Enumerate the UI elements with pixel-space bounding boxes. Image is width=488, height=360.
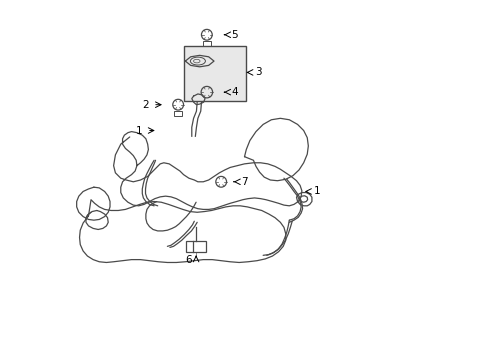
Text: 2: 2 (142, 100, 148, 110)
Text: 4: 4 (231, 87, 238, 97)
Text: 6: 6 (185, 255, 191, 265)
Text: 3: 3 (255, 67, 262, 77)
Bar (183, 45, 246, 101)
Bar (202, 41, 211, 46)
Text: 7: 7 (241, 177, 247, 187)
Ellipse shape (190, 57, 205, 65)
Text: 1: 1 (313, 186, 320, 197)
Ellipse shape (193, 59, 200, 63)
Bar (186, 241, 206, 252)
Bar (174, 111, 182, 116)
Text: 1: 1 (136, 126, 142, 135)
Text: 5: 5 (231, 30, 238, 40)
